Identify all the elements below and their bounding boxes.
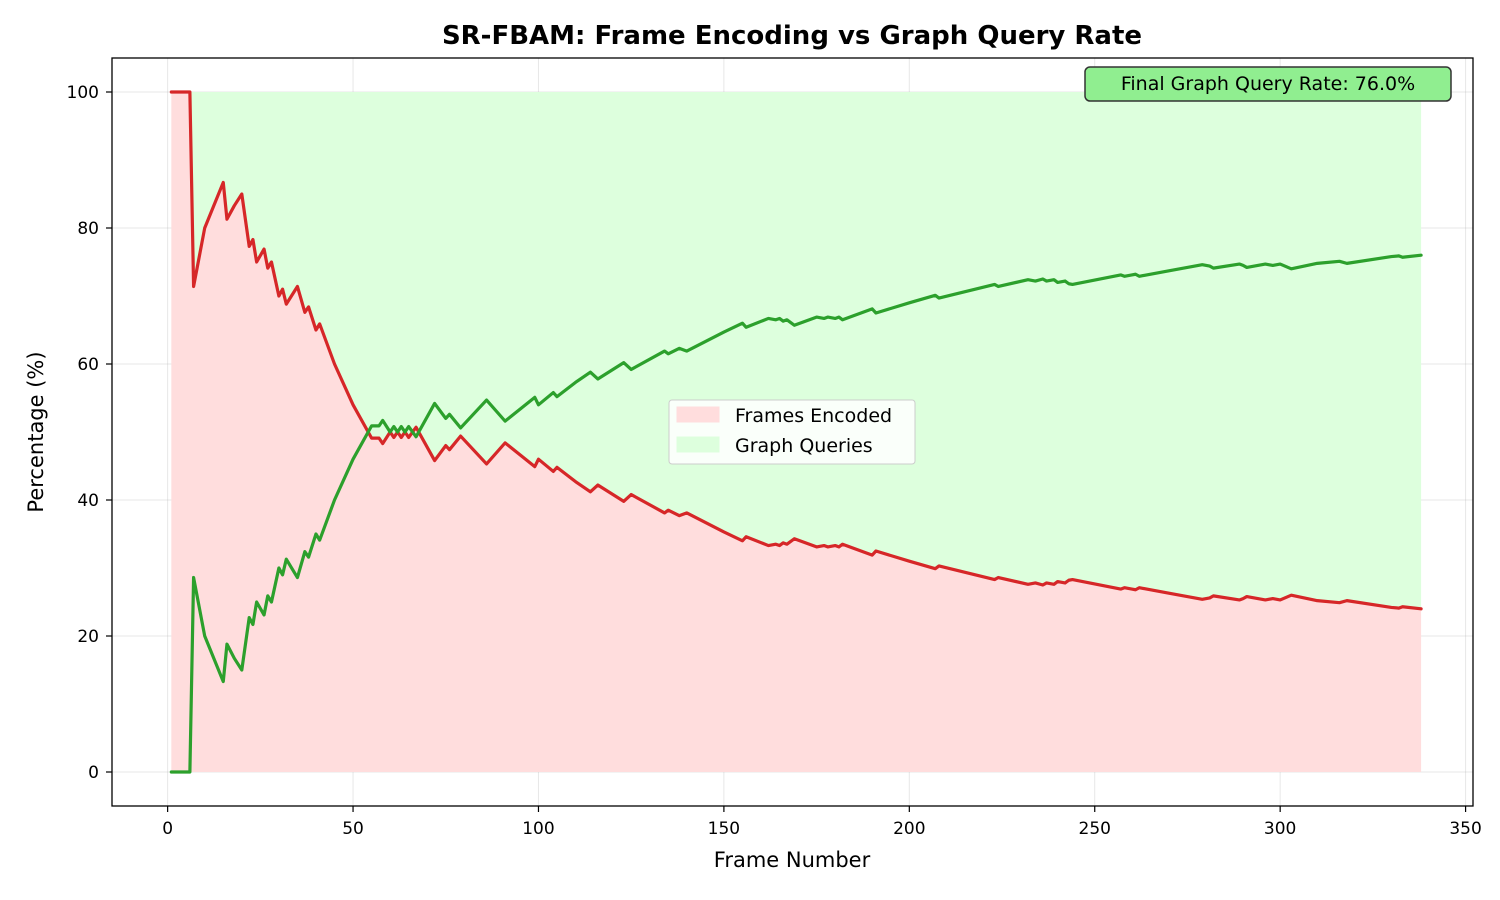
- x-tick-label: 200: [893, 819, 925, 839]
- line-frames-encoded: [169, 90, 1423, 611]
- x-axis-label: Frame Number: [714, 848, 871, 872]
- y-tick-label: 0: [88, 763, 99, 783]
- y-axis-ticks: 0 20 40 60 80 100: [67, 83, 112, 783]
- y-tick-label: 60: [77, 355, 99, 375]
- legend-swatch-frames-encoded: [676, 406, 720, 423]
- y-tick-label: 40: [77, 491, 99, 511]
- line-graph-queries: [169, 253, 1423, 774]
- y-tick-label: 20: [77, 627, 99, 647]
- x-tick-label: 0: [162, 819, 173, 839]
- series-areas: [171, 92, 1422, 772]
- legend-swatch-graph-queries: [676, 436, 720, 453]
- x-tick-label: 350: [1449, 819, 1481, 839]
- x-axis-ticks: 0 50 100 150 200 250 300 350: [162, 806, 1482, 839]
- y-tick-label: 100: [67, 83, 99, 103]
- legend-label-frames-encoded: Frames Encoded: [735, 405, 892, 427]
- area-graph-queries: [171, 92, 1422, 609]
- x-tick-label: 50: [342, 819, 364, 839]
- annotation-text: Final Graph Query Rate: 76.0%: [1121, 73, 1415, 95]
- chart-title: SR-FBAM: Frame Encoding vs Graph Query R…: [442, 21, 1142, 51]
- annotation: Final Graph Query Rate: 76.0%: [1084, 66, 1452, 102]
- area-frames-encoded: [171, 92, 1422, 772]
- x-tick-label: 100: [522, 819, 554, 839]
- y-axis-label: Percentage (%): [24, 351, 48, 512]
- x-tick-label: 300: [1264, 819, 1296, 839]
- legend: Frames Encoded Graph Queries: [668, 399, 916, 465]
- x-tick-label: 250: [1079, 819, 1111, 839]
- annotation-box: [1084, 66, 1452, 102]
- series-lines: [169, 90, 1423, 774]
- plot-frame: [111, 57, 1474, 807]
- legend-box: [668, 399, 916, 465]
- x-tick-label: 150: [708, 819, 740, 839]
- legend-label-graph-queries: Graph Queries: [735, 435, 873, 457]
- y-tick-label: 80: [77, 219, 99, 239]
